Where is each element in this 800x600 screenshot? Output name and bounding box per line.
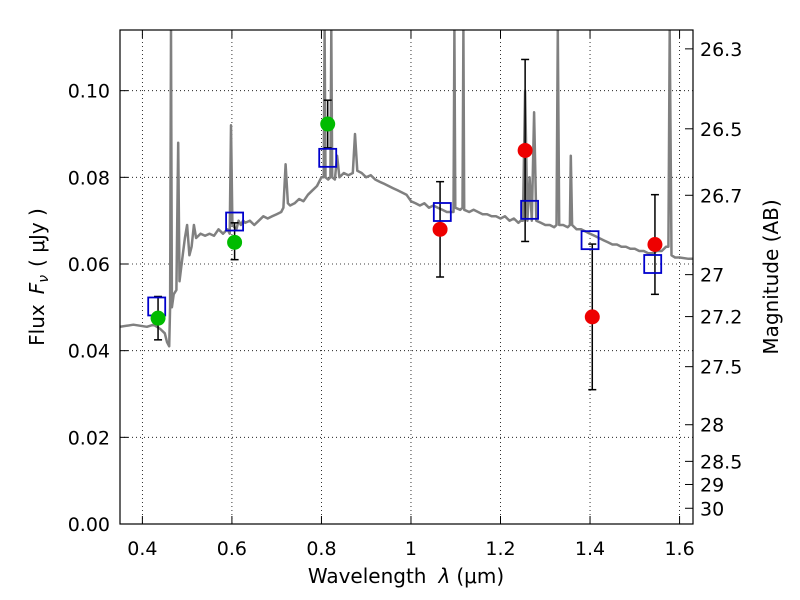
y-tick-label: 0.06	[68, 254, 110, 276]
y-axis-title-symbol: F	[25, 282, 49, 294]
x-tick-label: 0.8	[306, 538, 336, 560]
observed-point-red	[432, 221, 448, 237]
y-tick-label: 0.10	[68, 81, 110, 103]
y-tick-label: 0.02	[68, 427, 110, 449]
x-tick-label: 1.2	[485, 538, 515, 560]
model-box	[643, 254, 663, 274]
magnitude-tick-label: 28.5	[700, 451, 742, 473]
plot-frame	[119, 29, 694, 525]
x-axis-ticks: 0.4 0.6 0.8 1 1.2 1.4 1.6	[127, 30, 695, 560]
magnitude-tick-label: 26.5	[700, 119, 742, 141]
magnitude-axis-title: Magnitude (AB)	[759, 199, 783, 354]
y-tick-label: 0.08	[68, 167, 110, 189]
plot-background	[120, 30, 693, 524]
y-tick-label: 0.00	[68, 514, 110, 536]
x-tick-label: 1	[405, 538, 417, 560]
y-axis-title-text: Flux	[25, 304, 49, 346]
observed-point-red	[584, 309, 600, 325]
model-box	[225, 211, 245, 232]
x-axis-title-unit: (μm)	[456, 564, 504, 588]
magnitude-tick-label: 26.7	[700, 185, 742, 207]
sed-model-layer	[120, 30, 693, 348]
sed-model-line	[120, 30, 693, 348]
x-axis-title-text: Wavelength	[308, 564, 427, 588]
y-tick-label: 0.04	[68, 341, 110, 363]
observed-point-red	[517, 142, 533, 158]
observed-point-red	[647, 237, 663, 252]
y-axis-ticks: 0.00 0.02 0.04 0.06 0.08 0.10	[68, 81, 128, 536]
magnitude-tick-label: 26.3	[700, 39, 742, 61]
model-box	[580, 230, 600, 251]
y-axis-title-subscript: ν	[36, 275, 52, 283]
x-tick-label: 1.6	[664, 538, 694, 560]
y-axis-title: Flux Fν ( μJy )	[25, 208, 52, 346]
magnitude-tick-label: 29	[700, 474, 724, 496]
x-tick-label: 0.6	[217, 538, 247, 560]
observed-point-green	[150, 310, 166, 326]
model-box	[318, 147, 338, 168]
observed-points	[150, 116, 663, 326]
observed-point-green	[320, 116, 336, 132]
x-axis-title: Wavelength λ (μm)	[308, 564, 504, 588]
magnitude-tick-label: 28	[700, 415, 724, 437]
observed-point-green	[227, 234, 243, 250]
magnitude-tick-label: 27.2	[700, 307, 742, 329]
model-box	[520, 199, 540, 220]
magnitude-tick-label: 30	[700, 498, 724, 520]
x-tick-label: 1.4	[575, 538, 605, 560]
y-axis-title-unit: ( μJy )	[25, 208, 49, 267]
x-axis-title-symbol: λ	[438, 564, 451, 588]
model-box	[432, 202, 452, 222]
magnitude-tick-label: 27	[700, 265, 724, 287]
x-tick-label: 0.4	[127, 538, 157, 560]
magnitude-tick-label: 27.5	[700, 357, 742, 379]
